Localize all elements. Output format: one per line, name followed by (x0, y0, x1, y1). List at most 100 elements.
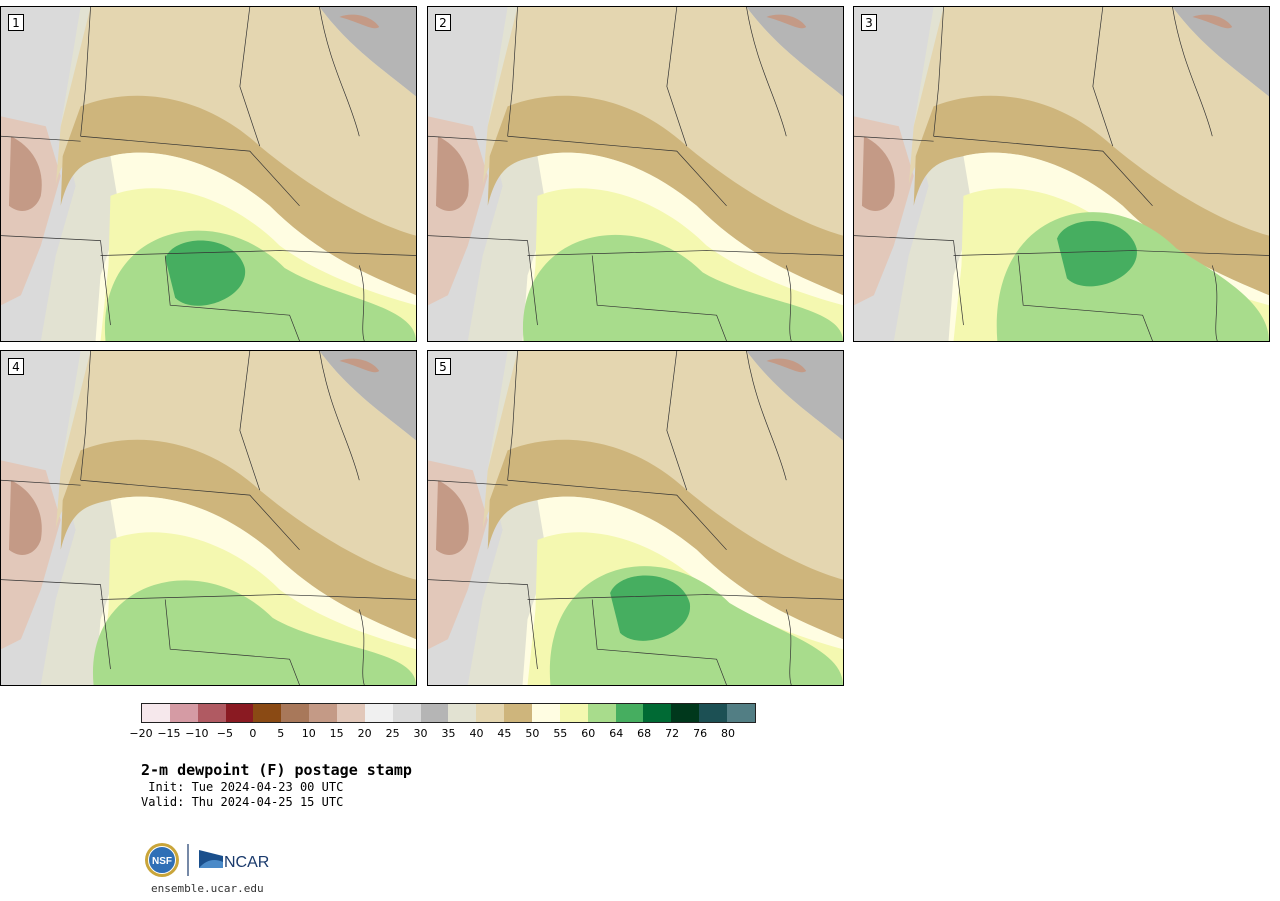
state-border (507, 135, 727, 207)
colorbar-tick-label: 15 (329, 727, 344, 740)
state-border (1092, 7, 1114, 147)
colorbar-tick-label: −20 (129, 727, 153, 740)
colorbar-swatch (309, 704, 338, 722)
green-region (522, 234, 843, 341)
svg-text:NSF: NSF (152, 856, 172, 867)
colorbar-swatch (532, 704, 560, 722)
dry-core-region (861, 136, 895, 211)
green-region (93, 580, 416, 685)
state-border (507, 351, 518, 481)
grey-region (746, 351, 843, 441)
state-border (80, 7, 91, 137)
map-panel-4: 4 (0, 350, 417, 686)
colorbar-swatch (253, 704, 282, 722)
state-border (854, 235, 964, 326)
colorbar-swatch (504, 704, 533, 722)
state-border (1, 235, 111, 326)
colorbar-tick-labels: −20 −15 −10 −5 0 5 10 15 20 25 30 35 40 45 50 55 60 64 68 7… (129, 727, 756, 741)
init-time: Init: Tue 2024-04-23 00 UTC (141, 780, 344, 794)
state-border (527, 250, 843, 256)
tan-dark-band (913, 95, 1269, 296)
green-core-region (165, 240, 246, 306)
colorbar-swatch (671, 704, 700, 722)
dry-core-region (8, 136, 42, 211)
colorbar-swatch (476, 704, 505, 722)
state-border (80, 135, 300, 207)
colorbar-swatch (142, 704, 170, 722)
colorbar-tick-label: 0 (249, 727, 257, 740)
colorbar-swatch (699, 704, 728, 722)
green-core-region (610, 575, 691, 641)
state-border (428, 235, 538, 326)
colorbar-swatch (197, 704, 226, 722)
colorbar-tick-label: 45 (497, 727, 512, 740)
state-border (591, 599, 727, 685)
colorbar-swatch (420, 704, 449, 722)
colorbar-tick-label: 40 (469, 727, 484, 740)
colorbar-tick-label: 5 (277, 727, 285, 740)
colorbar-tick-label: 80 (721, 727, 736, 740)
colorbar-tick-label: 68 (637, 727, 652, 740)
grey-region (319, 351, 416, 441)
chart-title: 2-m dewpoint (F) postage stamp (141, 761, 412, 779)
state-border (1172, 7, 1213, 137)
colorbar-tick-label: 60 (581, 727, 596, 740)
colorbar-tick-label: 35 (441, 727, 456, 740)
state-border (164, 599, 300, 685)
colorbar-tick-label: 72 (665, 727, 680, 740)
lake-region (1192, 14, 1233, 29)
colorbar-swatch (559, 704, 588, 722)
colorbar-tick-label: 30 (413, 727, 428, 740)
colorbar-tick-label: −10 (185, 727, 209, 740)
state-border (358, 265, 365, 341)
map-panel-3: 3 (853, 6, 1270, 342)
colorbar-tick-label: −15 (157, 727, 181, 740)
nsf-seal-icon: NSF (145, 843, 179, 877)
panel-number-label: 2 (435, 14, 451, 31)
panel-number-label: 4 (8, 358, 24, 375)
colorbar (141, 703, 756, 723)
colorbar-tick-label: 55 (553, 727, 568, 740)
panel-number-label: 3 (861, 14, 877, 31)
state-border (1017, 255, 1153, 341)
tan-dark-band (60, 439, 416, 640)
state-border (358, 609, 365, 685)
state-border (1, 579, 111, 670)
state-border (746, 7, 787, 137)
map-panel-1: 1 (0, 6, 417, 342)
state-border (933, 7, 944, 137)
state-border (100, 250, 416, 256)
state-border (785, 609, 792, 685)
colorbar-swatch (169, 704, 198, 722)
dry-core-region (435, 136, 469, 211)
state-border (746, 351, 787, 481)
colorbar-swatch (643, 704, 672, 722)
state-border (80, 351, 91, 481)
colorbar-swatch (587, 704, 616, 722)
colorbar-swatch (364, 704, 393, 722)
state-border (80, 479, 300, 551)
grey-region (319, 7, 416, 97)
state-border (854, 135, 934, 142)
colorbar-tick-label: 20 (357, 727, 372, 740)
state-border (1, 479, 81, 486)
state-border (1211, 265, 1218, 341)
state-border (666, 351, 688, 491)
state-border (319, 7, 360, 137)
state-border (100, 594, 416, 600)
lake-region (339, 14, 380, 29)
tan-dark-band (487, 439, 843, 640)
state-border (428, 135, 508, 142)
tan-dark-band (60, 95, 416, 296)
state-border (507, 7, 518, 137)
state-border (591, 255, 727, 341)
grey-region (746, 7, 843, 97)
state-border (933, 135, 1153, 207)
colorbar-tick-label: 50 (525, 727, 540, 740)
dry-core-region (8, 480, 42, 555)
tan-dark-band (487, 95, 843, 296)
colorbar-tick-label: 76 (693, 727, 708, 740)
state-border (239, 351, 261, 491)
ncar-logo-icon: NCAR (199, 850, 269, 871)
state-border (785, 265, 792, 341)
